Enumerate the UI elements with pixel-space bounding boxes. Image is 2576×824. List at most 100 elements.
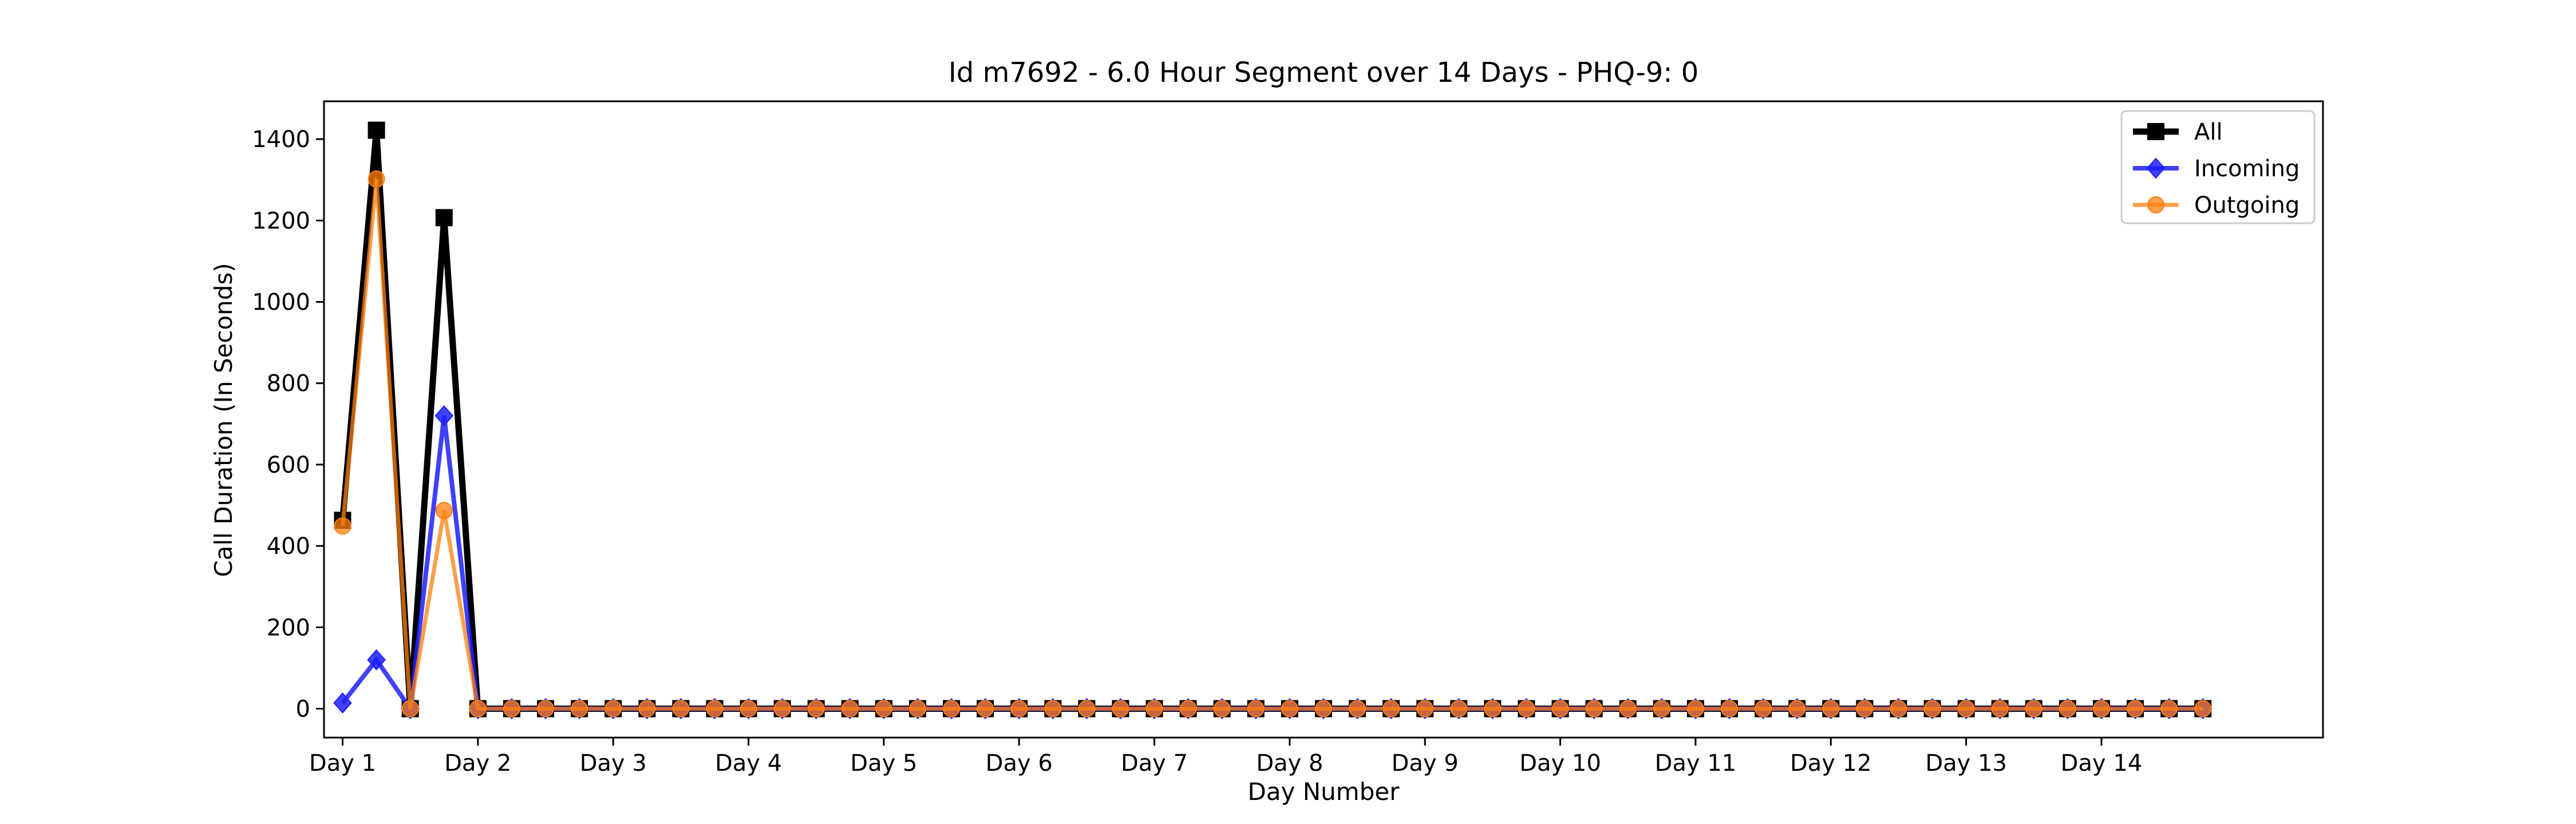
data-point-outgoing bbox=[1010, 700, 1028, 718]
data-point-outgoing bbox=[807, 700, 825, 718]
x-tick-label: Day 7 bbox=[1121, 750, 1188, 777]
y-tick-label: 200 bbox=[267, 615, 310, 641]
data-point-outgoing bbox=[334, 517, 351, 535]
data-point-incoming bbox=[434, 405, 454, 427]
y-tick-label: 1000 bbox=[252, 290, 310, 316]
series-layer bbox=[333, 121, 2212, 719]
data-point-incoming bbox=[367, 649, 386, 671]
data-point-outgoing bbox=[2127, 700, 2144, 718]
y-tick-label: 0 bbox=[296, 696, 310, 722]
data-point-outgoing bbox=[1957, 700, 1975, 718]
data-point-outgoing bbox=[1822, 700, 1840, 718]
x-tick-label: Day 9 bbox=[1392, 750, 1459, 777]
x-tick-label: Day 2 bbox=[444, 750, 511, 777]
data-point-outgoing bbox=[841, 700, 859, 718]
legend: All Incoming Outgoing bbox=[2120, 110, 2316, 224]
legend-frame bbox=[2120, 110, 2316, 224]
data-point-outgoing bbox=[773, 700, 791, 718]
data-point-outgoing bbox=[1078, 700, 1096, 718]
data-point-outgoing bbox=[638, 700, 656, 718]
data-point-all bbox=[435, 209, 453, 227]
legend-item-incoming: Incoming bbox=[2133, 156, 2300, 182]
data-point-outgoing bbox=[1686, 700, 1704, 718]
data-point-outgoing bbox=[1247, 700, 1265, 718]
legend-label: Outgoing bbox=[2194, 192, 2300, 219]
data-point-outgoing bbox=[503, 700, 520, 718]
legend-marker-square-icon bbox=[2147, 123, 2164, 140]
x-tick-label: Day 3 bbox=[580, 750, 647, 777]
data-point-outgoing bbox=[1179, 700, 1197, 718]
data-point-outgoing bbox=[2092, 700, 2110, 718]
legend-item-all: All bbox=[2133, 119, 2223, 145]
data-point-all bbox=[368, 121, 385, 139]
data-point-outgoing bbox=[1890, 700, 1907, 718]
y-tick-label: 400 bbox=[267, 533, 310, 560]
data-point-outgoing bbox=[1281, 700, 1298, 718]
y-tick-label: 600 bbox=[267, 452, 310, 478]
data-point-outgoing bbox=[1619, 700, 1637, 718]
legend-label: Incoming bbox=[2194, 156, 2300, 182]
data-point-outgoing bbox=[1416, 700, 1434, 718]
x-tick-label: Day 5 bbox=[850, 750, 917, 777]
data-point-outgoing bbox=[977, 700, 994, 718]
y-tick-label: 1200 bbox=[252, 208, 310, 234]
series-outgoing bbox=[334, 170, 2212, 718]
data-point-outgoing bbox=[1991, 700, 2009, 718]
chart-title: Id m7692 - 6.0 Hour Segment over 14 Days… bbox=[949, 57, 1699, 89]
y-axis-label: Call Duration (In Seconds) bbox=[210, 263, 238, 577]
data-point-outgoing bbox=[2194, 700, 2212, 718]
x-axis-ticks: Day 1 Day 2 Day 3 Day 4 Day 5 Day 6 Day 7 Day 8… bbox=[309, 738, 2142, 777]
y-axis-ticks: 0 200 400 600 800 1000 1200 1400 bbox=[252, 126, 324, 722]
data-point-outgoing bbox=[537, 700, 555, 718]
data-point-outgoing bbox=[1315, 700, 1332, 718]
data-point-outgoing bbox=[1653, 700, 1670, 718]
data-point-incoming bbox=[333, 692, 352, 714]
data-point-outgoing bbox=[571, 700, 588, 718]
data-point-outgoing bbox=[1923, 700, 1941, 718]
x-axis-label: Day Number bbox=[1247, 778, 1400, 806]
data-point-outgoing bbox=[368, 170, 385, 188]
x-tick-label: Day 13 bbox=[1925, 750, 2007, 777]
data-point-outgoing bbox=[1721, 700, 1739, 718]
data-point-outgoing bbox=[1349, 700, 1366, 718]
data-point-outgoing bbox=[401, 700, 419, 718]
data-point-outgoing bbox=[1044, 700, 1062, 718]
data-point-outgoing bbox=[1213, 700, 1231, 718]
data-point-outgoing bbox=[1145, 700, 1163, 718]
data-point-outgoing bbox=[908, 700, 926, 718]
data-point-outgoing bbox=[435, 502, 453, 520]
x-tick-label: Day 11 bbox=[1655, 750, 1737, 777]
x-tick-label: Day 10 bbox=[1519, 750, 1601, 777]
axes-frame bbox=[323, 100, 2324, 739]
data-point-outgoing bbox=[2025, 700, 2042, 718]
legend-label: All bbox=[2194, 119, 2223, 145]
x-tick-label: Day 4 bbox=[715, 750, 782, 777]
data-point-outgoing bbox=[1450, 700, 1468, 718]
x-tick-label: Day 1 bbox=[309, 750, 376, 777]
legend-marker-circle-icon bbox=[2147, 196, 2164, 213]
legend-marker-diamond-icon bbox=[2146, 157, 2166, 179]
plot-area bbox=[333, 121, 2212, 719]
data-point-outgoing bbox=[1755, 700, 1772, 718]
data-point-outgoing bbox=[469, 700, 487, 718]
x-tick-label: Day 12 bbox=[1790, 750, 1872, 777]
data-point-outgoing bbox=[2160, 700, 2178, 718]
data-point-outgoing bbox=[2059, 700, 2076, 718]
data-point-outgoing bbox=[1585, 700, 1603, 718]
data-point-outgoing bbox=[605, 700, 622, 718]
data-point-outgoing bbox=[875, 700, 892, 718]
data-point-outgoing bbox=[943, 700, 961, 718]
data-point-outgoing bbox=[1518, 700, 1535, 718]
x-tick-label: Day 14 bbox=[2061, 750, 2143, 777]
data-point-outgoing bbox=[1788, 700, 1806, 718]
data-point-outgoing bbox=[1551, 700, 1569, 718]
data-point-outgoing bbox=[1484, 700, 1502, 718]
data-point-outgoing bbox=[1856, 700, 1874, 718]
legend-items: All Incoming Outgoing bbox=[2133, 119, 2300, 219]
data-point-outgoing bbox=[1112, 700, 1129, 718]
data-point-outgoing bbox=[740, 700, 757, 718]
legend-item-outgoing: Outgoing bbox=[2133, 192, 2300, 219]
data-point-outgoing bbox=[706, 700, 724, 718]
y-tick-label: 1400 bbox=[252, 126, 310, 153]
